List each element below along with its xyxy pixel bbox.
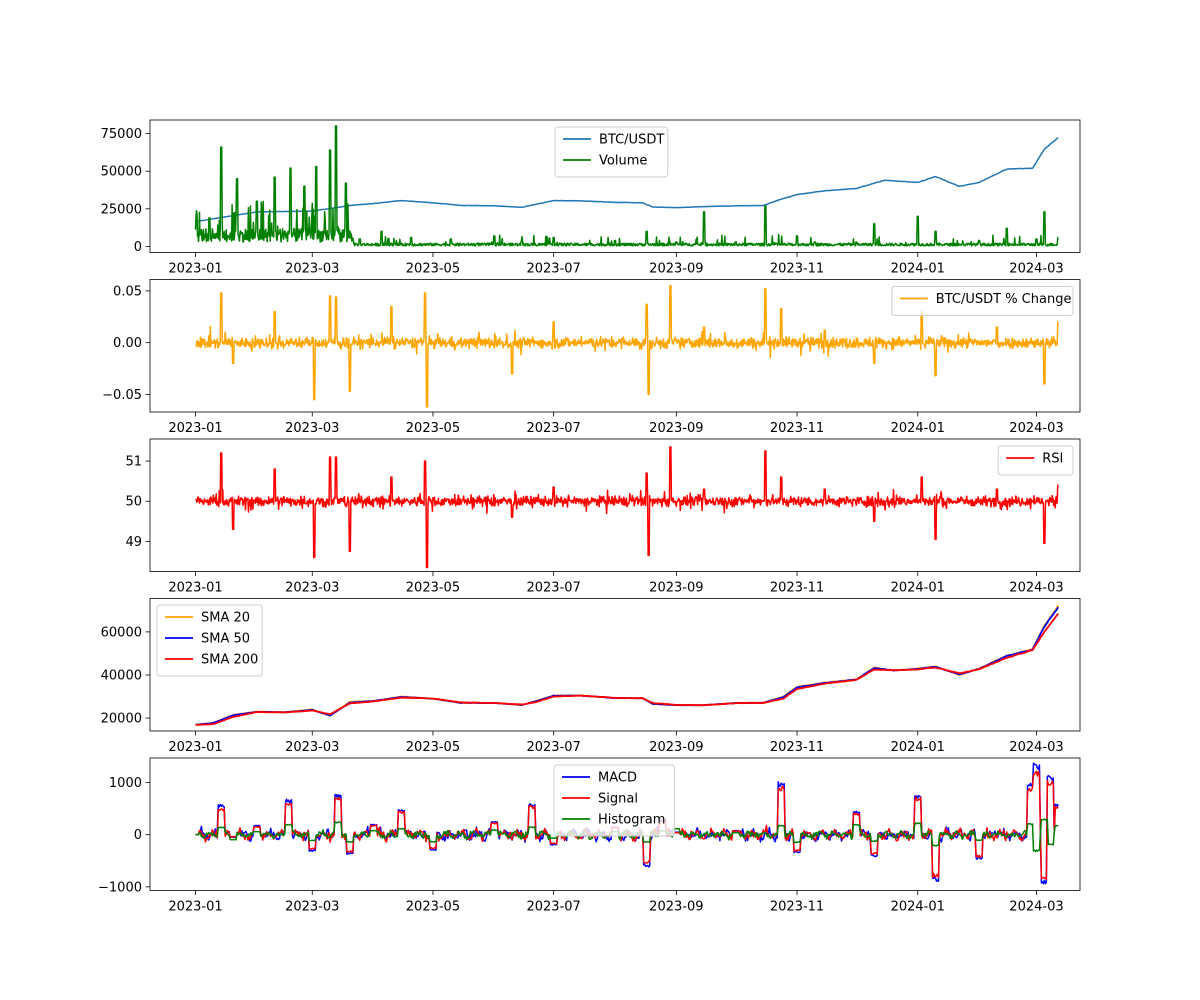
series-line-btc-usdt-change <box>195 284 1059 408</box>
x-tick-label: 2023-11 <box>770 900 824 915</box>
legend-label-btc-usdt: BTC/USDT <box>599 133 664 148</box>
x-tick-label: 2023-07 <box>526 262 580 277</box>
axes-frame <box>149 279 1081 413</box>
x-tick-label: 2023-01 <box>168 740 222 755</box>
x-tick-label: 2024-03 <box>1009 581 1063 596</box>
x-tick-label: 2023-05 <box>406 740 460 755</box>
y-tick-label: 0 <box>134 828 142 843</box>
price-volume-panel: 2023-01 2023-03 2023-05 2023-07 2023-09 2023-… <box>101 119 1081 277</box>
legend: MACD Signal Histogram <box>553 764 675 837</box>
rsi-panel: 2023-01 2023-03 2023-05 2023-07 2023-09 2023-… <box>125 438 1081 596</box>
x-tick-label: 2024-01 <box>891 740 945 755</box>
x-tick-label: 2023-11 <box>770 740 824 755</box>
x-tick-label: 2023-01 <box>168 421 222 436</box>
x-tick-label: 2023-03 <box>285 900 339 915</box>
legend-label-macd: MACD <box>598 771 637 786</box>
x-tick-label: 2023-07 <box>526 581 580 596</box>
y-tick-label: 50 <box>125 495 142 510</box>
legend-label-sma-50: SMA 50 <box>201 632 250 647</box>
y-tick-label: 0 <box>134 240 142 255</box>
plot-area <box>195 604 1060 726</box>
y-tick-label: 50000 <box>101 165 142 180</box>
axes-frame <box>149 438 1081 572</box>
legend: BTC/USDT % Change <box>891 286 1074 316</box>
y-tick-label: 40000 <box>101 668 142 683</box>
x-tick-label: 2023-09 <box>649 262 703 277</box>
x-tick-label: 2024-03 <box>1009 740 1063 755</box>
legend-label-sma-20: SMA 20 <box>201 611 250 626</box>
legend: SMA 20 SMA 50 SMA 200 <box>156 604 263 677</box>
x-tick-label: 2023-05 <box>406 900 460 915</box>
pct-change-panel: 2023-01 2023-03 2023-05 2023-07 2023-09 2023-… <box>102 279 1081 436</box>
legend-label-histogram: Histogram <box>598 813 665 828</box>
y-tick-label: 25000 <box>101 202 142 217</box>
legend-box <box>997 445 1074 476</box>
y-tick-label: 0.05 <box>113 284 142 299</box>
plot-area <box>195 446 1059 569</box>
x-tick-label: 2023-03 <box>285 740 339 755</box>
x-tick-label: 2024-01 <box>891 262 945 277</box>
x-tick-label: 2023-11 <box>770 262 824 277</box>
series-line-btc-usdt <box>195 136 1059 223</box>
y-tick-label: 0.00 <box>113 336 142 351</box>
macd-panel: 2023-01 2023-03 2023-05 2023-07 2023-09 2023-… <box>98 757 1081 915</box>
x-tick-label: 2023-05 <box>406 581 460 596</box>
x-tick-label: 2023-03 <box>285 262 339 277</box>
x-tick-label: 2024-03 <box>1009 262 1063 277</box>
x-tick-label: 2024-01 <box>891 900 945 915</box>
x-tick-label: 2023-07 <box>526 740 580 755</box>
series-line-rsi <box>195 446 1059 569</box>
legend-label-rsi: RSI <box>1042 452 1063 467</box>
x-tick-label: 2023-01 <box>168 262 222 277</box>
legend-label-signal: Signal <box>598 792 638 807</box>
series-line-sma-200 <box>195 613 1059 726</box>
plot-area <box>195 284 1059 408</box>
x-tick-label: 2023-03 <box>285 581 339 596</box>
x-tick-label: 2024-03 <box>1009 900 1063 915</box>
x-tick-label: 2023-09 <box>649 581 703 596</box>
x-tick-label: 2024-01 <box>891 421 945 436</box>
y-tick-label: 1000 <box>109 776 142 791</box>
axes-frame <box>149 119 1081 253</box>
y-tick-label: 20000 <box>101 712 142 727</box>
x-tick-label: 2023-05 <box>406 262 460 277</box>
y-tick-label: −0.05 <box>102 388 142 403</box>
x-tick-label: 2023-01 <box>168 900 222 915</box>
x-tick-label: 2024-01 <box>891 581 945 596</box>
x-tick-label: 2023-07 <box>526 900 580 915</box>
x-tick-label: 2023-03 <box>285 421 339 436</box>
x-tick-label: 2023-09 <box>649 421 703 436</box>
y-tick-label: 60000 <box>101 625 142 640</box>
x-tick-label: 2023-11 <box>770 421 824 436</box>
legend-label-sma-200: SMA 200 <box>201 653 258 668</box>
x-tick-label: 2023-09 <box>649 900 703 915</box>
x-tick-label: 2023-07 <box>526 421 580 436</box>
y-tick-label: 49 <box>125 535 142 550</box>
legend-box <box>891 286 1074 316</box>
legend-label-btc-usdt-change: BTC/USDT % Change <box>936 292 1072 307</box>
axes-frame <box>149 757 1081 891</box>
sma-panel: 2023-01 2023-03 2023-05 2023-07 2023-09 2023-… <box>101 598 1081 755</box>
legend: RSI <box>997 445 1074 476</box>
x-tick-label: 2023-05 <box>406 421 460 436</box>
y-tick-label: 51 <box>125 455 142 470</box>
series-line-volume <box>194 125 1059 247</box>
x-tick-label: 2023-11 <box>770 581 824 596</box>
y-tick-label: −1000 <box>98 880 142 895</box>
y-tick-label: 75000 <box>101 127 142 142</box>
x-tick-label: 2024-03 <box>1009 421 1063 436</box>
legend: BTC/USDT Volume <box>554 126 669 178</box>
legend-label-volume: Volume <box>599 154 647 169</box>
axes-frame <box>149 598 1081 732</box>
plot-area <box>194 125 1059 247</box>
x-tick-label: 2023-09 <box>649 740 703 755</box>
x-tick-label: 2023-01 <box>168 581 222 596</box>
